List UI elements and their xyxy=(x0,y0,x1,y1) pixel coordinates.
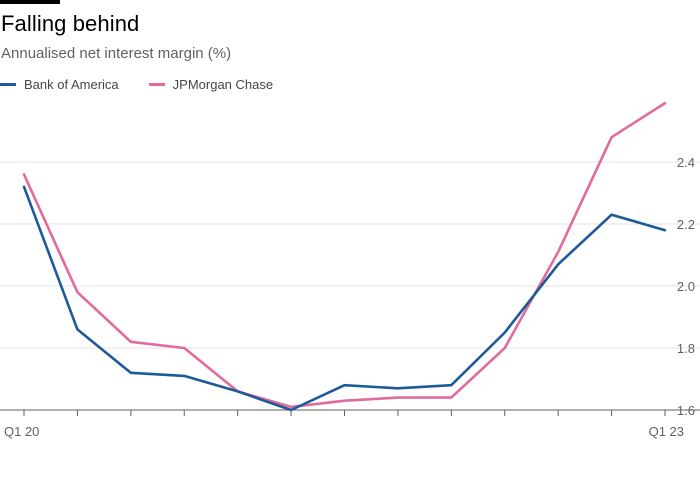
y-tick-label: 1.8 xyxy=(677,341,695,356)
y-tick-label: 2.0 xyxy=(677,279,695,294)
legend-label-jpmorgan-chase: JPMorgan Chase xyxy=(172,77,274,92)
chart-title: Falling behind xyxy=(1,11,140,36)
y-tick-label: 2.2 xyxy=(677,217,695,232)
legend-item-jpmorgan-chase: JPMorgan Chase xyxy=(148,77,274,92)
series-line-bank-of-america xyxy=(22,185,667,412)
legend-swatch-jpmorgan-chase xyxy=(148,83,165,86)
legend-swatch-bank-of-america xyxy=(0,83,16,86)
x-tick-label: Q1 23 xyxy=(649,424,684,439)
legend-label-bank-of-america: Bank of America xyxy=(24,77,119,92)
chart-subtitle: Annualised net interest margin (%) xyxy=(1,45,232,62)
legend-item-bank-of-america: Bank of America xyxy=(0,77,119,92)
legend: Bank of America JPMorgan Chase xyxy=(0,77,303,92)
y-tick-label: 2.4 xyxy=(677,155,695,170)
top-rule xyxy=(0,0,60,4)
x-tick-label: Q1 20 xyxy=(4,424,39,439)
series-line-jpmorgan-chase xyxy=(22,101,667,409)
